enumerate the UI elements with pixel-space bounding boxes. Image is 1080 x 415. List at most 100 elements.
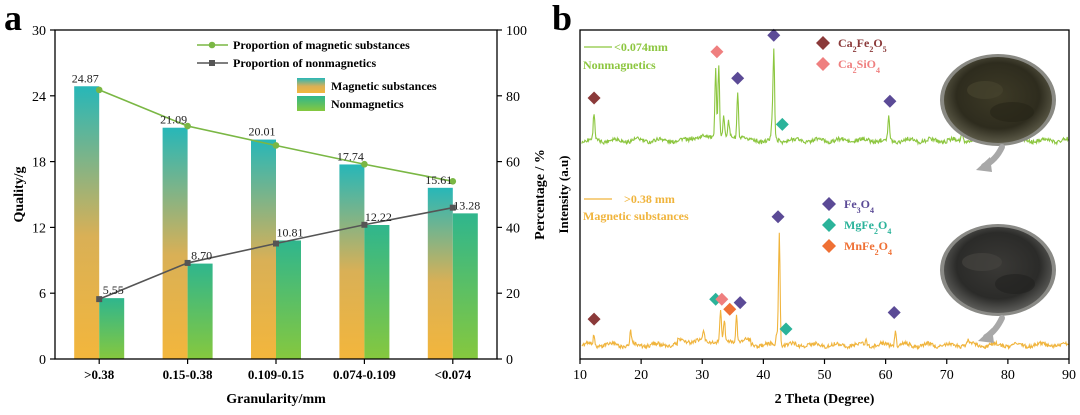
y2-tick-label-5: 100 — [506, 24, 527, 39]
x-axis-title: Granularity/mm — [226, 392, 326, 407]
y-tick-label-1: 6 — [39, 287, 46, 302]
phase-legend-lower-marker-1 — [822, 218, 836, 232]
b-x-tick-label-2: 30 — [695, 368, 709, 383]
panel-a-chart: 0 6 12 18 24 30 0 20 40 60 80 100 >0.38 0.15-0.38 0.10… — [12, 24, 548, 407]
label-nonmagnetic-4: 13.28 — [453, 198, 480, 212]
panel-b-letter: b — [552, 0, 572, 38]
legend-label-magnetic-substances: Magnetic substances — [331, 79, 437, 93]
x-tick-label-4: <0.074 — [434, 367, 471, 382]
point-proportion-nonmagnetic-2 — [273, 240, 279, 247]
phase-legend-lower-marker-2 — [822, 239, 836, 253]
phase-marker-11 — [771, 210, 785, 224]
label-nonmagnetic-0: 5.55 — [103, 283, 124, 297]
label-nonmagnetic-2: 10.81 — [277, 225, 304, 239]
phase-legend-upper-marker-1 — [816, 57, 830, 71]
b-x-tick-label-4: 50 — [818, 368, 832, 383]
b-x-tick-label-3: 40 — [756, 368, 770, 383]
phase-marker-3 — [767, 28, 781, 42]
phase-legend-upper-label-1: Ca2SiO4 — [838, 57, 880, 75]
phase-marker-12 — [779, 322, 793, 336]
label-nonmagnetic-1: 8.70 — [191, 249, 212, 263]
bar-magnetic-2 — [251, 139, 276, 359]
phase-marker-0 — [587, 91, 601, 105]
label-magnetic-4: 15.61 — [425, 173, 452, 187]
legend-label-proportion-nonmagnetic: Proportion of nonmagnetics — [233, 56, 376, 70]
point-proportion-nonmagnetic-0 — [96, 296, 103, 303]
series-label-nonmagnetics-name: Nonmagnetics — [583, 58, 656, 72]
phase-marker-9 — [723, 302, 737, 316]
sample-photo-nonmagnetics — [940, 54, 1056, 146]
photo-arrow-lower-head-icon — [978, 328, 994, 343]
point-proportion-magnetic-0 — [95, 86, 103, 94]
phase-marker-5 — [883, 94, 897, 108]
photo-arrow-upper-head-icon — [976, 157, 992, 172]
label-magnetic-0: 24.87 — [72, 71, 99, 85]
b-x-tick-label-0: 10 — [573, 368, 587, 383]
label-magnetic-3: 17.74 — [337, 149, 364, 163]
legend-swatch-magnetic — [297, 78, 325, 93]
x-tick-label-0: >0.38 — [84, 367, 115, 382]
y2-tick-label-3: 60 — [506, 156, 520, 171]
b-x-tick-label-1: 20 — [634, 368, 648, 383]
label-nonmagnetic-3: 12.22 — [365, 210, 392, 224]
y-tick-label-2: 12 — [32, 221, 46, 236]
label-magnetic-1: 21.09 — [160, 113, 187, 127]
bar-magnetic-4 — [427, 187, 453, 359]
phase-legend-upper-marker-0 — [816, 36, 830, 50]
y-tick-label-4: 24 — [32, 90, 46, 105]
label-magnetic-2: 20.01 — [249, 125, 276, 139]
bar-nonmagnetic-1 — [187, 263, 213, 359]
y-axis-title: Quality/g — [12, 166, 27, 222]
phase-legend-upper-label-0: Ca2Fe2O5 — [838, 36, 887, 54]
legend-label-proportion-magnetic: Proportion of magnetic substances — [233, 38, 410, 52]
b-x-tick-label-6: 70 — [940, 368, 954, 383]
y2-tick-label-4: 80 — [506, 90, 520, 105]
point-proportion-nonmagnetic-1 — [184, 259, 191, 266]
y-tick-label-0: 0 — [39, 353, 46, 368]
series-label-magnetic-size: >0.38 mm — [624, 192, 675, 206]
bar-nonmagnetic-2 — [276, 240, 301, 359]
y2-tick-label-0: 0 — [506, 353, 513, 368]
phase-legend-lower-label-1: MgFe2O4 — [844, 218, 891, 236]
phase-marker-4 — [775, 117, 789, 131]
point-proportion-magnetic-4 — [449, 178, 457, 185]
b-x-tick-label-7: 80 — [1001, 368, 1015, 383]
b-x-tick-label-5: 60 — [879, 368, 893, 383]
y2-tick-label-1: 20 — [506, 287, 520, 302]
phase-marker-6 — [587, 312, 601, 326]
b-x-axis-title: 2 Theta (Degree) — [775, 392, 875, 407]
series-label-magnetic-name: Magnetic substances — [583, 209, 689, 223]
y-tick-label-5: 30 — [32, 24, 46, 39]
phase-marker-13 — [887, 306, 901, 319]
point-proportion-nonmagnetic-3 — [361, 221, 368, 228]
b-x-tick-label-8: 90 — [1062, 368, 1076, 383]
panel-a-letter: a — [4, 0, 22, 38]
phase-legend-lower-label-0: Fe3O4 — [844, 197, 874, 215]
point-proportion-magnetic-2 — [272, 142, 280, 149]
bar-magnetic-0 — [74, 86, 100, 359]
bar-magnetic-3 — [339, 164, 365, 359]
phase-marker-10 — [733, 296, 747, 310]
phase-legend-lower-label-2: MnFe2O4 — [844, 239, 892, 257]
legend-swatch-nonmagnetic — [297, 96, 325, 111]
xrd-trace-1 — [581, 232, 1069, 351]
series-label-nonmagnetics-size: <0.074mm — [614, 40, 668, 54]
x-tick-label-3: 0.074-0.109 — [333, 367, 396, 382]
point-proportion-nonmagnetic-4 — [449, 204, 456, 211]
x-tick-label-1: 0.15-0.38 — [163, 367, 213, 382]
b-y-axis-title: Intensity (a.u) — [556, 155, 571, 233]
bar-nonmagnetic-0 — [99, 298, 125, 359]
point-proportion-magnetic-1 — [184, 122, 191, 130]
panel-b-chart: 10 20 30 40 50 60 70 80 90 2 Theta (Degree) Intens… — [556, 28, 1076, 407]
bar-nonmagnetic-4 — [452, 213, 478, 359]
legend-marker-magnetic — [208, 41, 216, 49]
x-tick-label-2: 0.109-0.15 — [248, 367, 305, 382]
phase-marker-8 — [715, 292, 729, 306]
phase-legend-lower-marker-0 — [822, 197, 836, 211]
phase-marker-2 — [731, 71, 745, 85]
phase-marker-1 — [710, 45, 724, 59]
point-proportion-magnetic-3 — [361, 160, 368, 168]
y2-axis-title: Percentage / % — [533, 149, 548, 240]
y-tick-label-3: 18 — [32, 156, 46, 171]
